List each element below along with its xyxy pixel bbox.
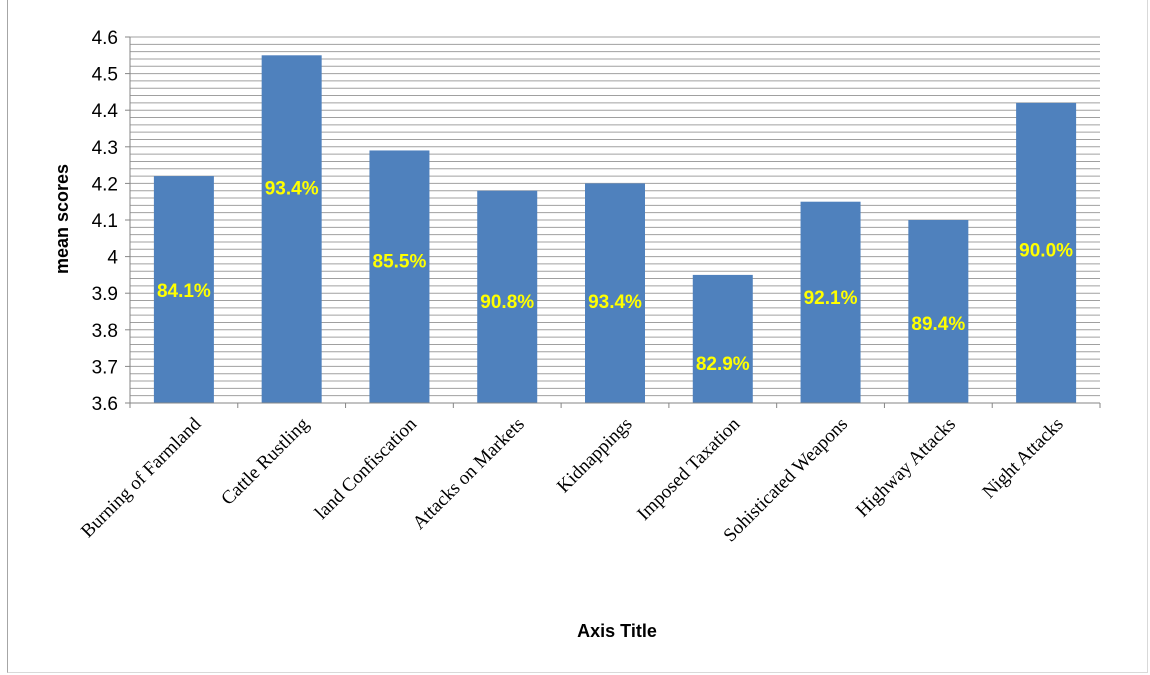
bar [261,55,322,404]
y-tick-labels: 3.6 3.7 3.8 3.9 4 4.1 4.2 4.3 4.4 4.5 4.6 [92,28,119,415]
data-label: 93.4% [265,178,319,199]
data-label: 89.4% [911,314,965,335]
y-tick-label: 4.4 [92,101,119,122]
y-axis-title: mean scores [52,164,72,274]
data-label: 85.5% [373,252,427,273]
chart-frame [7,0,1148,673]
x-tick-label: Sohisticated Weapons [720,414,853,547]
bars [153,55,1077,404]
bar [369,150,430,403]
y-tick-label: 3.7 [92,357,118,378]
y-tick-label: 4.2 [92,174,118,195]
x-tick-label: Highway Attacks [852,414,960,522]
y-tick-label: 3.8 [92,321,118,342]
bar [800,201,861,403]
y-tick-label: 4.6 [92,28,118,49]
x-tick-label: Kidnappings [553,414,637,498]
data-label: 82.9% [696,354,750,375]
y-tick-label: 3.6 [92,394,118,415]
bar [153,176,214,403]
data-label: 93.4% [588,292,642,313]
y-tick-label: 4.3 [92,138,118,159]
data-label: 90.8% [480,292,534,313]
axes [125,36,1101,408]
x-tick-label: Cattle Rustling [217,413,313,509]
y-tick-label: 4 [107,248,118,269]
bar [1016,102,1077,403]
bar [692,274,753,403]
data-label: 92.1% [804,288,858,309]
x-axis-title: Axis Title [577,621,657,641]
bar [585,183,645,403]
x-tick-label: Imposed Taxation [633,413,744,524]
data-labels: 84.1% 93.4% 85.5% 90.8% 93.4% 82.9% 92.1% 89.4%… [157,178,1073,375]
x-tick-label: land Confiscation [311,413,421,523]
x-tick-label: Attacks on Markets [409,414,529,534]
data-label: 90.0% [1019,241,1073,262]
x-tick-label: Night Attacks [979,414,1068,503]
y-tick-label: 4.5 [92,65,118,86]
bar [908,220,969,403]
data-label: 84.1% [157,281,211,302]
y-tick-label: 3.9 [92,284,118,305]
y-tick-label: 4.1 [92,211,118,232]
bar [477,190,538,403]
x-tick-label: Burning of Farmland [77,413,206,542]
